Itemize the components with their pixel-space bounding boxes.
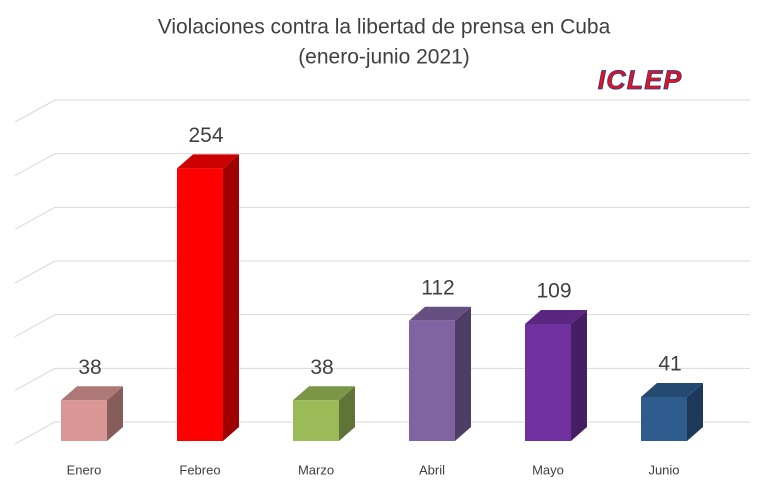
- grid-side: [14, 314, 56, 338]
- bar: [61, 386, 123, 441]
- x-tick-label: Febreo: [179, 462, 220, 477]
- bar: [641, 382, 703, 441]
- bar-front: [293, 400, 339, 441]
- value-label: 109: [536, 280, 571, 303]
- bar-top: [525, 310, 587, 325]
- bar-top: [293, 386, 355, 401]
- grid-line: [14, 314, 750, 338]
- bar: [409, 306, 471, 441]
- bar: [293, 386, 355, 441]
- bar-side: [107, 386, 123, 441]
- bar-top: [61, 386, 123, 401]
- chart-title: Violaciones contra la libertad de prensa…: [158, 16, 611, 39]
- grid-line: [14, 206, 750, 230]
- grid-side: [14, 206, 56, 230]
- grid-side: [14, 260, 56, 284]
- bar-front: [61, 400, 107, 441]
- grid-line: [14, 99, 750, 123]
- grid-line: [14, 421, 750, 445]
- grid-side: [14, 99, 56, 123]
- bar: [525, 310, 587, 441]
- chart-subtitle: (enero-junio 2021): [298, 46, 470, 69]
- bar-front: [641, 396, 687, 441]
- value-label: 38: [310, 356, 333, 379]
- bar-side: [455, 306, 471, 441]
- bar-top: [409, 306, 471, 321]
- bar: [177, 154, 239, 441]
- grid-line: [14, 260, 750, 284]
- x-tick-label: Enero: [67, 462, 102, 477]
- x-tick-label: Marzo: [298, 462, 334, 477]
- value-label: 254: [188, 124, 223, 147]
- bar-front: [525, 324, 571, 441]
- bar-side: [223, 154, 239, 441]
- bar-top: [641, 382, 703, 397]
- bar-side: [339, 386, 355, 441]
- value-label: 41: [658, 353, 681, 376]
- bar-front: [177, 168, 223, 441]
- grid-line: [14, 367, 750, 391]
- value-label: 38: [78, 356, 101, 379]
- bar-side: [687, 382, 703, 441]
- value-label: 112: [421, 276, 454, 299]
- grid-side: [14, 367, 56, 391]
- x-tick-label: Junio: [648, 462, 679, 477]
- grid-line: [14, 153, 750, 177]
- x-tick-label: Abril: [419, 462, 445, 477]
- bar-front: [409, 320, 455, 441]
- grid-side: [14, 153, 56, 177]
- bar-side: [571, 310, 587, 441]
- bar-top: [177, 154, 239, 169]
- x-tick-label: Mayo: [532, 462, 564, 477]
- grid-side: [14, 421, 56, 445]
- logo: ICLEP: [598, 65, 683, 95]
